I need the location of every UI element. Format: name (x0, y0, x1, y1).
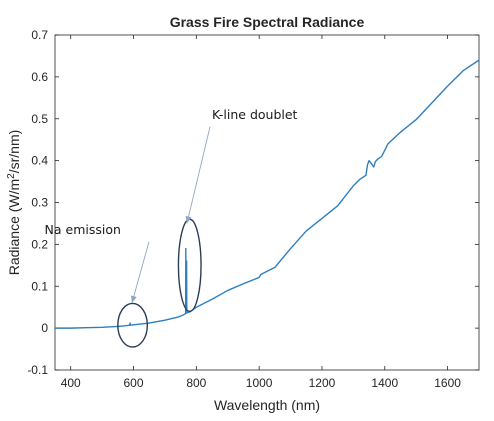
series-line (55, 59, 480, 329)
annotation-group: Na emission K-line doublet (45, 107, 298, 348)
annotation-label: K-line doublet (212, 107, 298, 122)
annotation-label: Na emission (45, 222, 121, 237)
x-axis: 400 600 800 1000 1200 1400 1600 (61, 35, 461, 390)
y-axis-label-part: Radiance (W/m (6, 179, 22, 275)
plot-frame (54, 34, 480, 371)
annotation-arrowhead (185, 215, 192, 224)
y-tick-label: 0.1 (31, 279, 48, 293)
y-tick-label: -0.1 (27, 363, 48, 377)
y-tick-label: 0.5 (31, 112, 48, 126)
highlight-ellipse (117, 302, 149, 348)
annotation-arrow (186, 126, 211, 224)
plot-area (54, 34, 480, 371)
x-axis-label: Wavelength (nm) (214, 397, 320, 413)
x-tick-label: 400 (61, 376, 81, 390)
series-group (55, 59, 480, 329)
y-tick-label: 0.4 (31, 154, 48, 168)
y-axis-label-superscript: 2 (6, 173, 17, 179)
annotation-arrow (131, 241, 150, 304)
y-tick-label: 0.2 (31, 237, 48, 251)
annotation-arrowhead (130, 295, 137, 303)
y-tick-label: 0.3 (31, 196, 48, 210)
x-tick-label: 1200 (309, 376, 336, 390)
y-axis: -0.1 0 0.1 0.2 0.3 0.4 0.5 0.6 0.7 (27, 28, 479, 377)
x-tick-label: 1400 (371, 376, 398, 390)
chart-title: Grass Fire Spectral Radiance (170, 14, 365, 30)
x-tick-label: 1000 (246, 376, 273, 390)
x-tick-label: 800 (186, 376, 206, 390)
x-tick-label: 1600 (434, 376, 461, 390)
y-tick-label: 0.6 (31, 70, 48, 84)
y-tick-label: 0 (41, 321, 48, 335)
x-tick-label: 600 (124, 376, 144, 390)
y-axis-label: Radiance (W/m2/sr/nm) (6, 130, 22, 276)
y-axis-label-part: /sr/nm) (6, 130, 22, 174)
y-tick-label: 0.7 (31, 28, 48, 42)
